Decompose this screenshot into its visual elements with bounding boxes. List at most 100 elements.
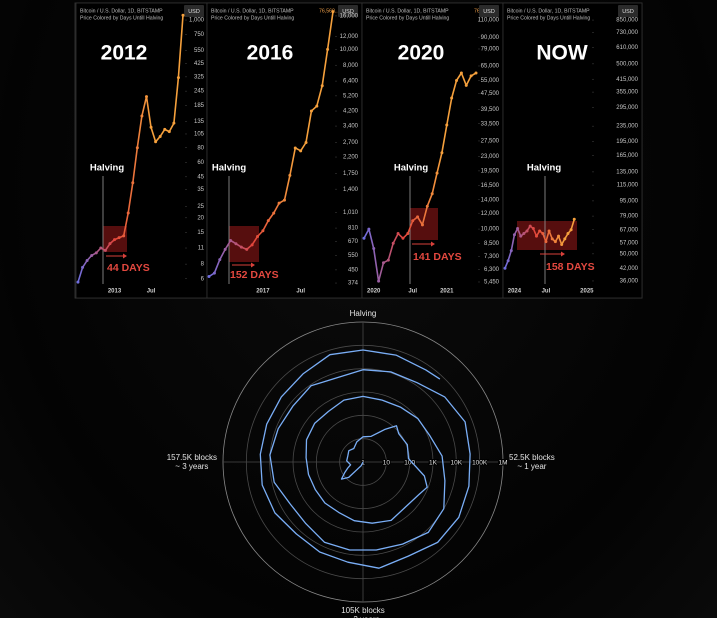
y-tick-label: 39,500 (481, 107, 500, 113)
price-point (372, 247, 376, 251)
y-tick-label: 1,400 (343, 187, 359, 193)
currency-box (184, 5, 204, 17)
price-point (122, 234, 126, 238)
y-tick-label: 135 (194, 119, 205, 125)
price-point (239, 245, 243, 249)
price-point (282, 198, 286, 202)
price-point (440, 151, 444, 155)
y-tick-label: 12,000 (481, 211, 500, 217)
y-tick-label: 16,000 (340, 14, 359, 20)
window-highlight (410, 208, 438, 240)
y-tick-label: 7,300 (484, 254, 500, 260)
y-tick-label: 8,000 (343, 63, 359, 69)
price-point (464, 83, 468, 87)
price-point (272, 211, 276, 215)
y-tick-label: 8,500 (484, 241, 500, 247)
y-tick-label: 2,700 (343, 140, 359, 146)
days-label: 141 DAYS (413, 251, 462, 263)
halving-label: Halving (527, 163, 562, 174)
price-point (538, 229, 542, 233)
price-point (181, 13, 185, 17)
panel-frame (75, 2, 208, 299)
y-tick-label: 57,000 (620, 241, 639, 247)
days-arrow-head (561, 251, 565, 257)
y-tick-label: 610,000 (616, 45, 638, 51)
angle-label: Halving (349, 308, 377, 318)
price-point (509, 249, 513, 253)
x-tick-label: Jul (296, 289, 305, 295)
panel-title: 2016 (247, 42, 294, 65)
days-arrow-head (431, 241, 435, 247)
y-tick-label: 4,200 (343, 109, 359, 115)
price-point (459, 71, 463, 75)
y-tick-label: 10,000 (481, 227, 500, 233)
panel-frame (361, 2, 504, 299)
y-tick-label: 750 (194, 32, 205, 38)
currency: USD (622, 9, 634, 15)
price-point (154, 140, 158, 144)
y-tick-label: 55,000 (481, 78, 500, 84)
y-tick-label: 135,000 (616, 169, 638, 175)
price-point (541, 231, 545, 235)
price-point (144, 95, 148, 99)
halving-label: Halving (394, 163, 429, 174)
halving-label: Halving (90, 163, 125, 174)
price-point (420, 223, 424, 227)
price-point (469, 74, 473, 78)
y-tick-label: 95,000 (620, 198, 639, 204)
price-point (435, 171, 439, 175)
price-point (309, 109, 313, 113)
price-point (516, 226, 520, 230)
y-tick-label: 105 (194, 132, 205, 138)
price-point (503, 266, 507, 270)
price-point (113, 238, 117, 242)
price-point (99, 246, 103, 250)
y-tick-label: 295,000 (616, 105, 638, 111)
price-point (519, 234, 523, 238)
price-point (474, 71, 478, 75)
price-point (117, 236, 121, 240)
y-tick-label: 10,000 (340, 47, 359, 53)
y-tick-label: 79,000 (620, 214, 639, 220)
y-tick-label: 374 (348, 281, 359, 287)
y-tick-label: 500,000 (616, 61, 638, 67)
price-line (363, 72, 477, 282)
y-tick-label: 6,400 (343, 79, 359, 85)
y-tick-label: 165,000 (616, 153, 638, 159)
price-point (326, 47, 330, 51)
days-label: 44 DAYS (107, 262, 150, 274)
panel-frame (206, 2, 363, 299)
price-point (411, 219, 415, 223)
y-tick-label: 90,000 (481, 35, 500, 41)
y-tick-label: 16,500 (481, 183, 500, 189)
price-point (544, 240, 548, 244)
radial-tick-label: 100K (472, 460, 488, 467)
currency-box (338, 5, 358, 17)
price-point (229, 239, 233, 243)
price-point (266, 219, 270, 223)
price-point (406, 232, 410, 236)
radial-tick-label: 100 (404, 460, 415, 467)
price-point (234, 242, 238, 246)
y-tick-label: 670 (348, 239, 359, 245)
price-point (108, 242, 112, 246)
price-point (569, 228, 573, 232)
price-point (550, 237, 554, 241)
y-tick-label: 14,000 (481, 197, 500, 203)
price-point (377, 279, 381, 283)
x-tick-label: 2024 (508, 289, 522, 295)
y-tick-label: 79,000 (481, 47, 500, 53)
currency-box (479, 5, 499, 17)
angle-label: 157.5K blocks ~ 3 years (166, 452, 217, 471)
price-point (534, 234, 538, 238)
price-point (163, 127, 167, 131)
price-point (381, 261, 385, 265)
price-point (126, 211, 130, 215)
price-point (563, 237, 567, 241)
radial-tick-label: 1 (361, 460, 365, 467)
price-point (331, 10, 335, 14)
price-point (450, 96, 454, 100)
price-point (299, 149, 303, 153)
